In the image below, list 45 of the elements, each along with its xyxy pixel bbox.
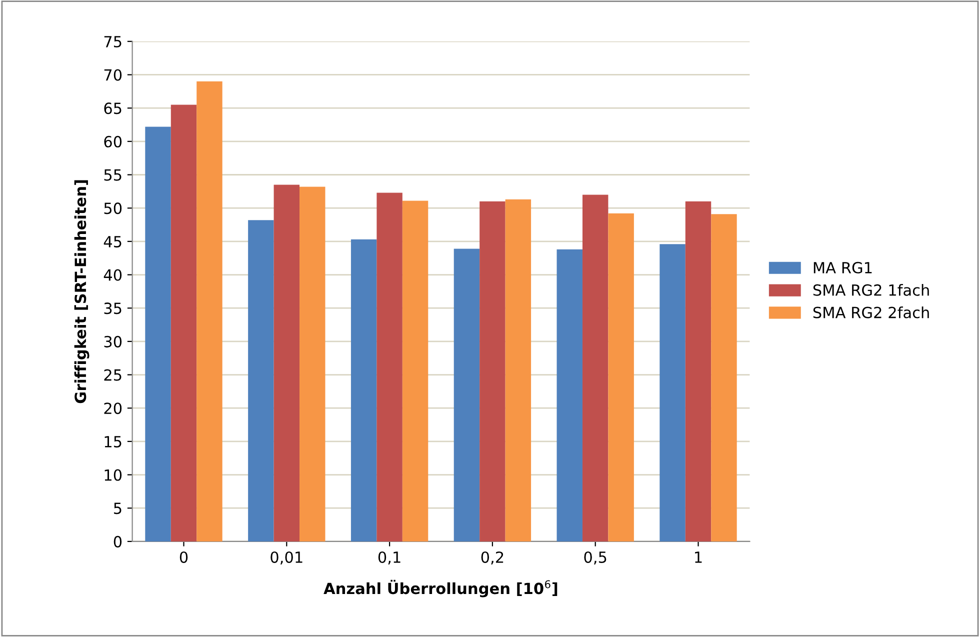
y-tick-label: 30 xyxy=(104,336,122,348)
legend-label: SMA RG2 1fach xyxy=(813,284,929,296)
y-tick-label: 5 xyxy=(114,502,122,514)
bar xyxy=(582,194,608,542)
x-tick-label: 0 xyxy=(180,551,188,563)
bar xyxy=(170,104,197,542)
y-tick-label: 0 xyxy=(114,536,122,548)
y-tick-label: 20 xyxy=(104,402,122,414)
y-tick-label: 25 xyxy=(104,369,122,381)
bar xyxy=(300,186,326,542)
y-tick-label: 15 xyxy=(104,436,122,448)
y-axis-title: Griffigkeit [SRT-Einheiten] xyxy=(74,180,90,404)
y-tick-label: 45 xyxy=(104,236,122,248)
y-tick-label: 75 xyxy=(104,36,122,48)
y-tick-label: 35 xyxy=(104,302,122,314)
legend-label: MA RG1 xyxy=(814,262,872,274)
y-tick-label: 60 xyxy=(104,136,122,148)
x-tick-label: 0,2 xyxy=(481,551,504,565)
bar xyxy=(145,126,171,542)
bar xyxy=(556,249,582,542)
y-tick-label: 10 xyxy=(104,469,122,481)
bar xyxy=(350,239,377,542)
bar xyxy=(454,248,480,542)
y-tick-label: 40 xyxy=(104,269,122,281)
bar xyxy=(685,201,712,542)
bar xyxy=(196,81,222,542)
bar xyxy=(608,213,634,542)
bar xyxy=(505,199,532,542)
bar xyxy=(711,214,737,542)
y-tick-label: 65 xyxy=(104,102,122,114)
y-tick-label: 70 xyxy=(104,69,122,81)
bar xyxy=(660,244,686,542)
bar xyxy=(376,192,402,542)
x-tick-label: 1 xyxy=(695,552,702,563)
y-tick-label: 55 xyxy=(104,169,122,181)
x-tick-label: 0,5 xyxy=(584,551,606,565)
bar xyxy=(274,184,300,542)
x-tick-label: 0,1 xyxy=(378,551,400,565)
x-axis-title: Anzahl Überrollungen [10$^{6}$] xyxy=(324,580,558,598)
legend-label: SMA RG2 2fach xyxy=(813,306,929,318)
x-tick-label: 0,01 xyxy=(270,551,302,565)
bar xyxy=(402,200,428,542)
bar xyxy=(248,220,274,542)
y-tick-label: 50 xyxy=(104,202,122,214)
bar xyxy=(480,201,506,542)
